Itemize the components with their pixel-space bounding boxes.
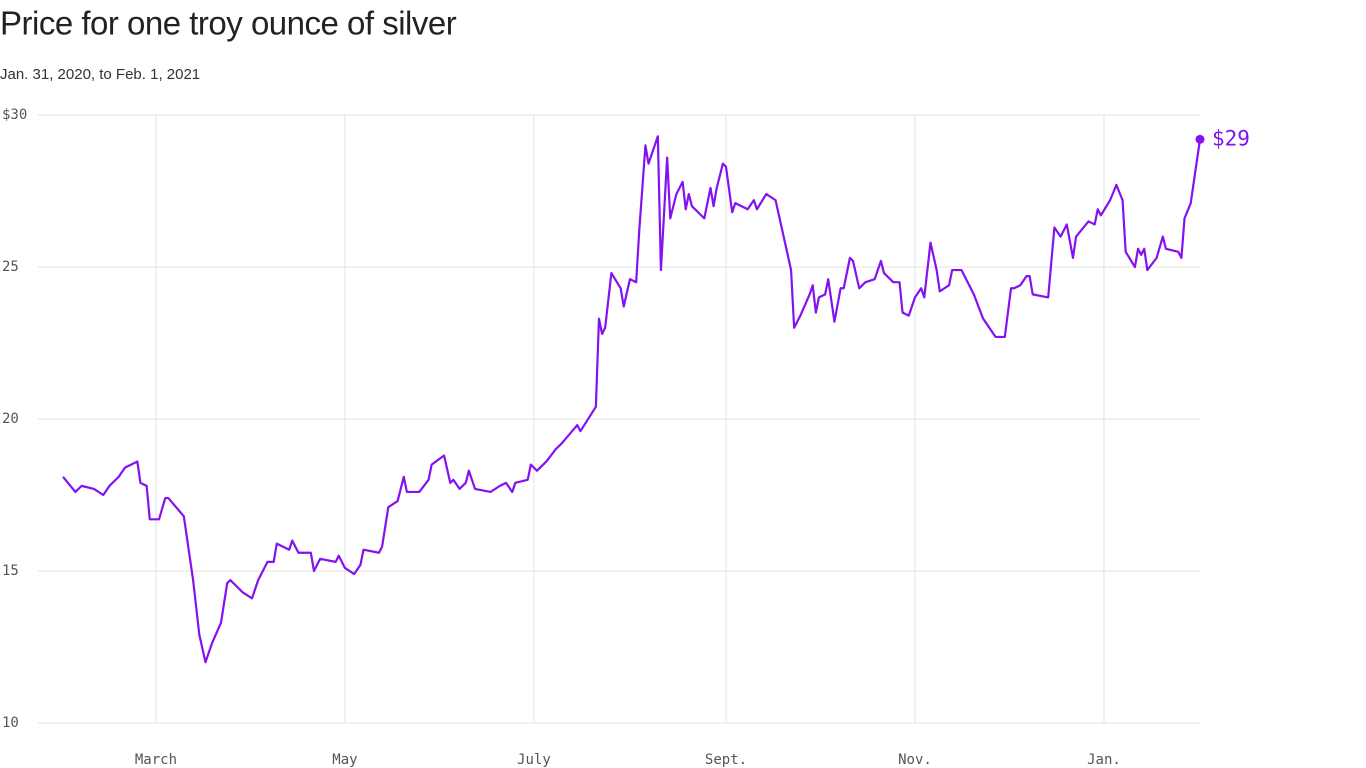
y-tick-label: 10 (2, 715, 19, 731)
x-tick-label: Jan. (1087, 752, 1121, 768)
y-tick-label: $30 (2, 107, 27, 123)
x-tick-label: March (135, 752, 177, 768)
x-tick-label: July (517, 752, 551, 768)
y-tick-label: 20 (2, 411, 19, 427)
end-label: $29 (1212, 126, 1250, 150)
x-tick-label: Sept. (705, 752, 747, 768)
price-line (62, 135, 1202, 664)
chart-title: Price for one troy ounce of silver (0, 5, 457, 42)
x-tick-label: Nov. (898, 752, 932, 768)
x-tick-label: May (332, 752, 357, 768)
y-tick-label: 15 (2, 563, 19, 579)
y-tick-label: 25 (2, 259, 19, 275)
chart-subtitle: Jan. 31, 2020, to Feb. 1, 2021 (0, 66, 200, 83)
end-point (1195, 134, 1205, 144)
